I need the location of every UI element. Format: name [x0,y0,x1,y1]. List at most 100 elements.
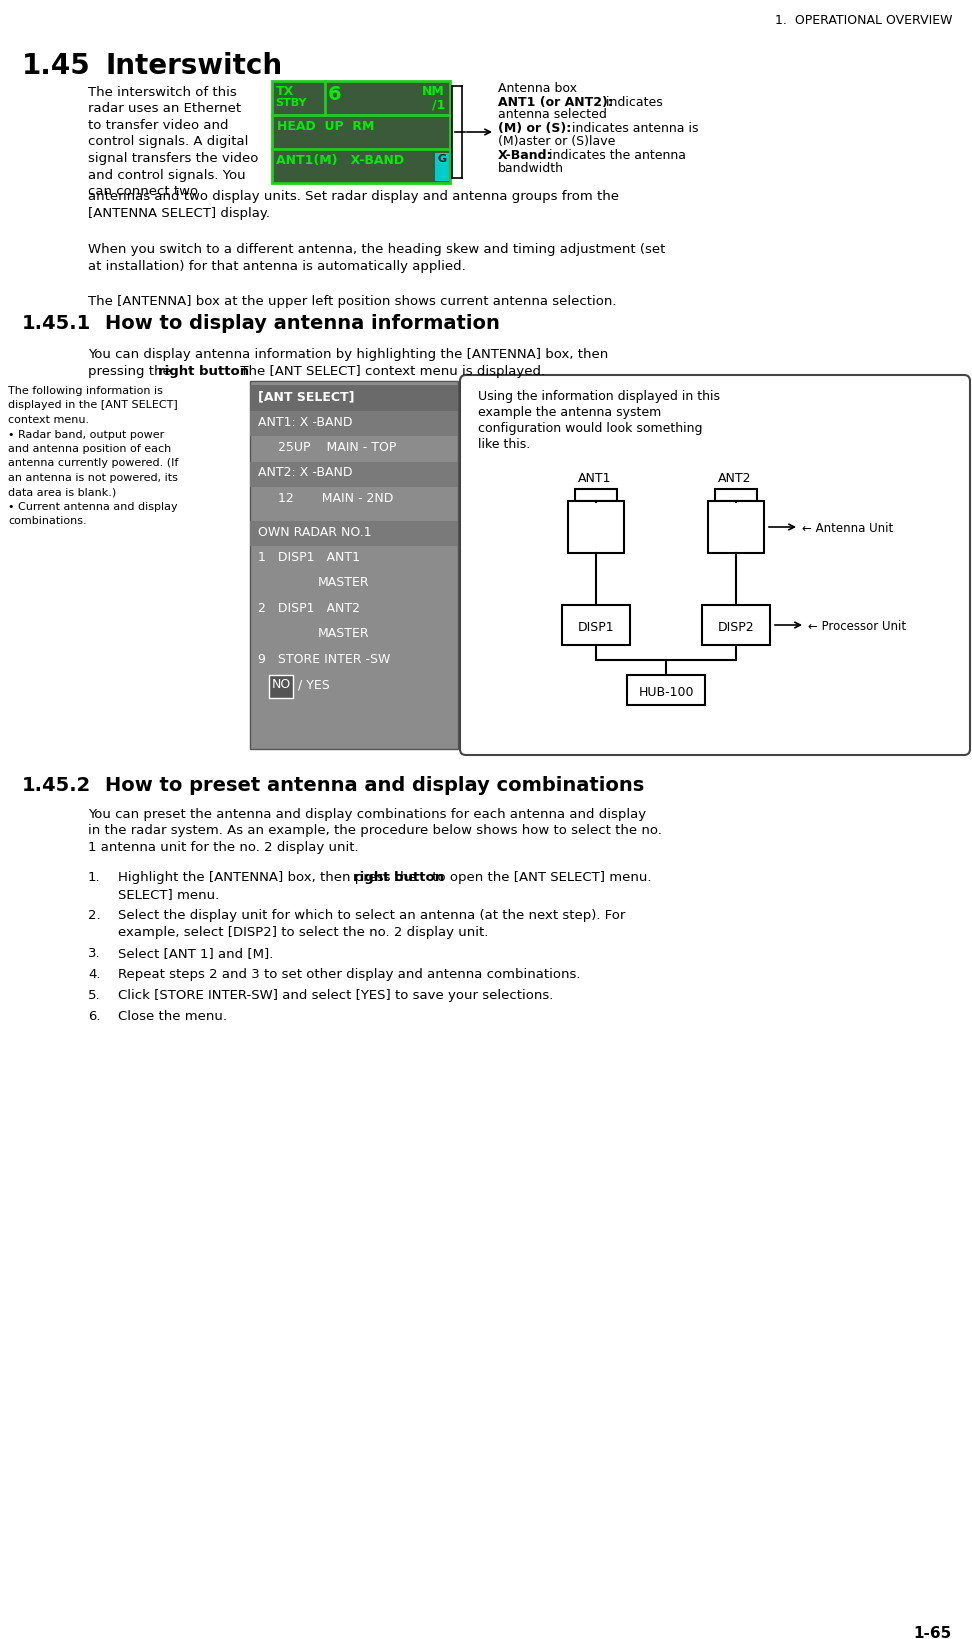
Text: You can preset the antenna and display combinations for each antenna and display: You can preset the antenna and display c… [88,808,646,821]
Text: Interswitch: Interswitch [105,52,282,80]
Bar [250,385,458,411]
Bar [702,606,770,646]
Text: You can display antenna information by highlighting the [ANTENNA] box, then: You can display antenna information by h… [88,347,608,361]
Text: bandwidth: bandwidth [498,162,564,175]
Text: OWN RADAR NO.1: OWN RADAR NO.1 [258,524,371,538]
Text: example, select [DISP2] to select the no. 2 display unit.: example, select [DISP2] to select the no… [118,926,488,939]
Text: ANT2: ANT2 [718,472,751,485]
Text: ANT1(M)   X-BAND: ANT1(M) X-BAND [276,154,404,167]
Text: The interswitch of this: The interswitch of this [88,85,237,98]
Text: data area is blank.): data area is blank.) [8,487,117,497]
Text: • Radar band, output power: • Radar band, output power [8,429,164,439]
Text: 1-65: 1-65 [914,1624,952,1639]
Text: NM: NM [422,85,445,98]
Text: 25UP    MAIN - TOP: 25UP MAIN - TOP [278,441,397,454]
Text: 9   STORE INTER -SW: 9 STORE INTER -SW [258,652,391,665]
Text: TX: TX [276,85,295,98]
Text: 12       MAIN - 2ND: 12 MAIN - 2ND [278,492,394,505]
Bar [575,490,617,502]
Bar [562,606,630,646]
Text: G: G [437,154,446,164]
Text: and control signals. You: and control signals. You [88,169,246,182]
Text: indicates: indicates [602,97,663,108]
Text: /1: /1 [432,98,445,111]
Text: context menu.: context menu. [8,415,89,425]
Text: [ANT SELECT]: [ANT SELECT] [258,390,355,403]
Text: How to display antenna information: How to display antenna information [105,313,500,333]
Text: Repeat steps 2 and 3 to set other display and antenna combinations.: Repeat steps 2 and 3 to set other displa… [118,969,580,980]
Bar [250,382,458,749]
Text: ANT1: ANT1 [578,472,611,485]
Text: and antenna position of each: and antenna position of each [8,444,171,454]
Text: 1.: 1. [88,870,101,883]
Text: 4.: 4. [88,969,100,980]
Text: combinations.: combinations. [8,516,87,526]
Text: signal transfers the video: signal transfers the video [88,152,259,166]
Bar [715,490,757,502]
Text: ANT2: X -BAND: ANT2: X -BAND [258,465,353,479]
FancyBboxPatch shape [460,375,970,756]
Text: right button: right button [354,870,444,883]
Text: The following information is: The following information is [8,385,163,395]
Text: When you switch to a different antenna, the heading skew and timing adjustment (: When you switch to a different antenna, … [88,243,666,256]
Text: X-Band:: X-Band: [498,149,552,162]
Text: DISP2: DISP2 [717,621,754,634]
Text: DISP1: DISP1 [577,621,614,634]
Text: pressing the: pressing the [88,364,175,377]
Text: like this.: like this. [478,438,531,451]
Bar [627,675,705,705]
Bar [708,502,764,554]
Bar [250,521,458,547]
Text: . The [ANT SELECT] context menu is displayed.: . The [ANT SELECT] context menu is displ… [232,364,545,377]
Text: example the antenna system: example the antenna system [478,406,661,418]
Text: configuration would look something: configuration would look something [478,421,703,434]
Text: radar uses an Ethernet: radar uses an Ethernet [88,102,241,115]
Text: an antenna is not powered, its: an antenna is not powered, its [8,472,178,484]
Text: Antenna box: Antenna box [498,82,577,95]
Text: Highlight the [ANTENNA] box, then press the: Highlight the [ANTENNA] box, then press … [118,870,421,883]
Bar [272,82,450,184]
Text: Click [STORE INTER-SW] and select [YES] to save your selections.: Click [STORE INTER-SW] and select [YES] … [118,988,553,1001]
Text: 5.: 5. [88,988,101,1001]
Text: How to preset antenna and display combinations: How to preset antenna and display combin… [105,775,644,795]
Text: SELECT] menu.: SELECT] menu. [118,888,220,901]
Text: indicates the antenna: indicates the antenna [545,149,686,162]
Text: indicates antenna is: indicates antenna is [568,121,699,134]
Text: (M)aster or (S)lave: (M)aster or (S)lave [498,134,615,148]
Text: MASTER: MASTER [318,577,369,588]
Text: Using the information displayed in this: Using the information displayed in this [478,390,720,403]
Text: 2.: 2. [88,910,101,921]
Text: HEAD  UP  RM: HEAD UP RM [277,120,374,133]
Bar [568,502,624,554]
Text: ANT1: X -BAND: ANT1: X -BAND [258,415,353,428]
Text: / YES: / YES [298,679,330,692]
Text: displayed in the [ANT SELECT]: displayed in the [ANT SELECT] [8,400,178,410]
Text: Select the display unit for which to select an antenna (at the next step). For: Select the display unit for which to sel… [118,910,625,921]
Text: 1.45.2: 1.45.2 [22,775,91,795]
Text: 3.: 3. [88,947,101,960]
Bar [250,462,458,488]
Text: antenna selected: antenna selected [498,108,607,121]
Text: 1.  OPERATIONAL OVERVIEW: 1. OPERATIONAL OVERVIEW [775,15,952,26]
Text: STBY: STBY [275,98,306,108]
Text: 1 antenna unit for the no. 2 display unit.: 1 antenna unit for the no. 2 display uni… [88,841,359,854]
Text: (M) or (S):: (M) or (S): [498,121,572,134]
Text: to open the [ANT SELECT] menu.: to open the [ANT SELECT] menu. [428,870,651,883]
Text: The [ANTENNA] box at the upper left position shows current antenna selection.: The [ANTENNA] box at the upper left posi… [88,295,616,308]
Text: control signals. A digital: control signals. A digital [88,136,249,149]
Text: MASTER: MASTER [318,628,369,641]
Text: 6.: 6. [88,1010,100,1023]
FancyBboxPatch shape [269,675,293,698]
Bar [435,154,449,182]
Text: NO: NO [272,679,292,692]
Text: 1   DISP1   ANT1: 1 DISP1 ANT1 [258,551,360,564]
Text: in the radar system. As an example, the procedure below shows how to select the : in the radar system. As an example, the … [88,824,662,838]
Text: ANT1 (or ANT2):: ANT1 (or ANT2): [498,97,613,108]
Text: 2   DISP1   ANT2: 2 DISP1 ANT2 [258,602,360,615]
Text: ← Processor Unit: ← Processor Unit [808,620,906,633]
Text: 1.45.1: 1.45.1 [22,313,91,333]
Text: 1.45: 1.45 [22,52,90,80]
Text: ← Antenna Unit: ← Antenna Unit [802,521,893,534]
Text: [ANTENNA SELECT] display.: [ANTENNA SELECT] display. [88,207,270,220]
Text: antennas and two display units. Set radar display and antenna groups from the: antennas and two display units. Set rada… [88,190,619,203]
